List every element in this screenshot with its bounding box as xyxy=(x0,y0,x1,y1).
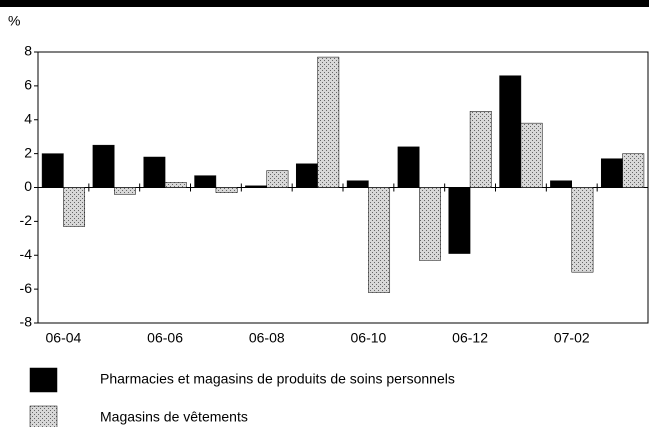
bar xyxy=(499,75,522,188)
y-tick-label: -4 xyxy=(20,246,33,262)
legend-label: Pharmacies et magasins de produits de so… xyxy=(100,371,455,387)
y-tick-label: -6 xyxy=(20,280,33,296)
bar xyxy=(266,170,289,188)
bar xyxy=(245,185,267,188)
y-tick-label: 4 xyxy=(24,110,32,126)
bar xyxy=(41,153,64,188)
legend-swatch xyxy=(29,367,58,393)
bar xyxy=(520,122,543,188)
y-tick-label: -8 xyxy=(20,314,33,330)
bar xyxy=(600,158,623,188)
bar xyxy=(114,187,136,195)
y-tick-label: 2 xyxy=(24,144,32,160)
bar xyxy=(448,187,471,254)
x-tick-label: 06-12 xyxy=(452,330,488,346)
bar xyxy=(317,56,340,188)
bar xyxy=(143,156,166,188)
bar xyxy=(164,182,187,188)
x-tick-label: 07-02 xyxy=(554,330,590,346)
x-tick-label: 06-06 xyxy=(147,330,183,346)
y-tick-label: 0 xyxy=(24,178,32,194)
x-tick-label: 06-08 xyxy=(249,330,285,346)
bar xyxy=(571,187,594,273)
y-axis-label: % xyxy=(8,13,20,29)
top-rule xyxy=(0,0,649,7)
bar xyxy=(397,146,420,188)
legend-label: Magasins de vêtements xyxy=(100,409,248,425)
bar xyxy=(469,111,492,188)
y-tick-label: 6 xyxy=(24,77,32,93)
bar xyxy=(295,163,318,188)
bar xyxy=(346,180,369,188)
bar xyxy=(92,144,115,188)
bar xyxy=(63,187,86,227)
bar xyxy=(419,187,441,261)
y-tick-label: 8 xyxy=(24,43,32,59)
bar xyxy=(194,175,217,188)
y-tick-label: -2 xyxy=(20,212,33,228)
x-tick-label: 06-04 xyxy=(46,330,82,346)
bar xyxy=(622,153,645,188)
x-tick-label: 06-10 xyxy=(351,330,387,346)
bar xyxy=(368,187,391,293)
legend-swatch xyxy=(29,405,58,427)
bar xyxy=(550,180,573,188)
bar xyxy=(215,187,238,193)
